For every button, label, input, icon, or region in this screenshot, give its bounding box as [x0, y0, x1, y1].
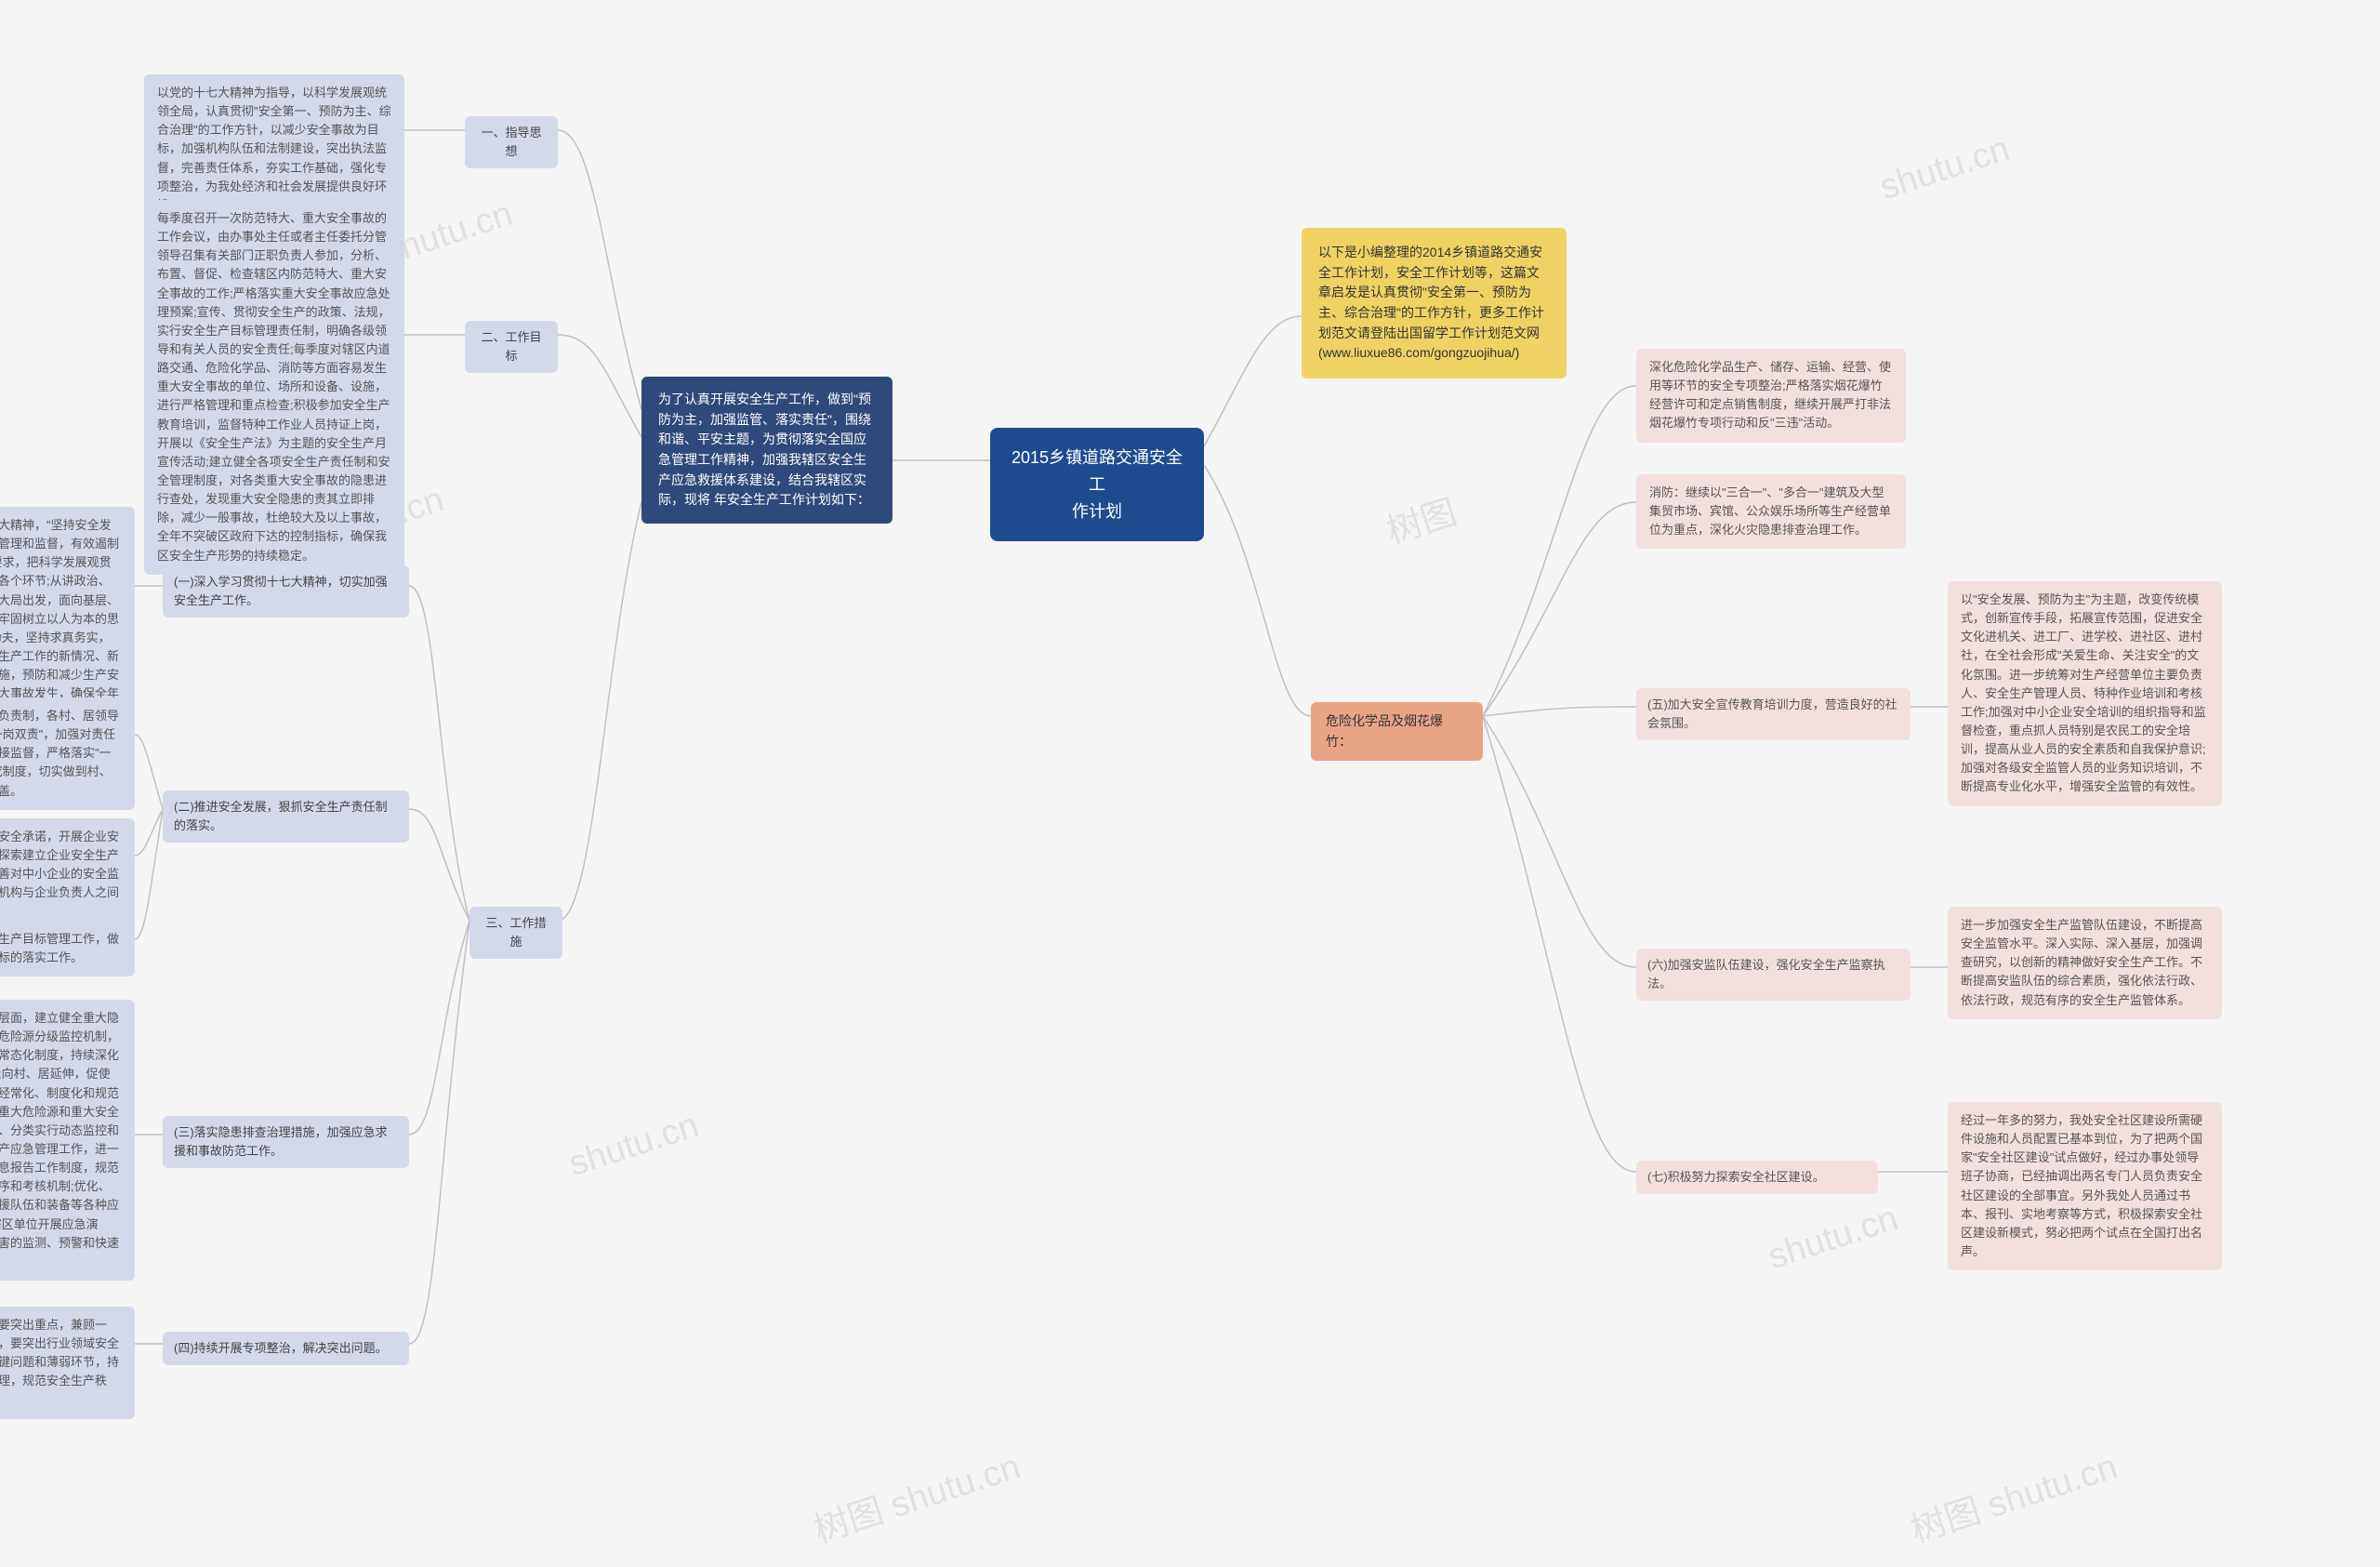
- right-r5-content: 以"安全发展、预防为主"为主题，改变传统模式，创新宣传手段，拓展宣传范围，促进安…: [1948, 581, 2222, 806]
- sub3-content: 从企业和政府两个层面，建立健全重大隐患分级管理和重大危险源分级监控机制，建立隐患…: [0, 1000, 135, 1281]
- watermark: 树图 shutu.cn: [806, 1438, 1025, 1552]
- sub2-c1: 一是深化完善片长负责制，各村、居领导干部要切实履行"一岗双责"，加强对责任人、责…: [0, 697, 135, 810]
- right-r2: 消防：继续以"三合一"、"多合一"建筑及大型集贸市场、宾馆、公众娱乐场所等生产经…: [1636, 474, 1906, 549]
- watermark: shutu.cn: [1875, 129, 2015, 208]
- right-r6-label[interactable]: (六)加强安监队伍建设，强化安全生产监察执法。: [1636, 949, 1911, 1001]
- sub2-label[interactable]: (二)推进安全发展，狠抓安全生产责任制的落实。: [163, 790, 409, 843]
- watermark: shutu.cn: [564, 1106, 704, 1185]
- sub4-label[interactable]: (四)持续开展专项整治，解决突出问题。: [163, 1332, 409, 1365]
- section-1-label[interactable]: 一、指导思想: [465, 116, 558, 168]
- watermark: 树图: [1379, 484, 1461, 554]
- sub2-c3: 三是认真抓好安全生产目标管理工作，做好安全生产控制指标的落实工作。: [0, 921, 135, 976]
- sub4-content: 安全生产专项整治要突出重点，兼顾一般。根据我处实际，要突出行业领域安全监管工作，…: [0, 1307, 135, 1419]
- right-r7-label[interactable]: (七)积极努力探索安全社区建设。: [1636, 1161, 1878, 1194]
- sub1-label[interactable]: (一)深入学习贯彻十七大精神，切实加强安全生产工作。: [163, 565, 409, 618]
- salmon-section[interactable]: 危险化学品及烟花爆竹：: [1311, 702, 1483, 761]
- right-r6-content: 进一步加强安全生产监管队伍建设，不断提高安全监管水平。深入实际、深入基层，加强调…: [1948, 907, 2222, 1019]
- watermark: shutu.cn: [1764, 1199, 1903, 1278]
- sub2-c2: 二是推广实行企业安全承诺，开展企业安全诚信评价试点，探索建立企业安全生产分类监管…: [0, 818, 135, 931]
- right-r7-content: 经过一年多的努力，我处安全社区建设所需硬件设施和人员配置已基本到位，为了把两个国…: [1948, 1102, 2222, 1270]
- section-2-content: 每季度召开一次防范特大、重大安全事故的工作会议，由办事处主任或者主任委托分管领导…: [144, 200, 404, 575]
- watermark: 树图 shutu.cn: [1903, 1438, 2122, 1552]
- section-2-label[interactable]: 二、工作目标: [465, 321, 558, 373]
- yellow-intro[interactable]: 以下是小编整理的2014乡镇道路交通安全工作计划，安全工作计划等，这篇文章启发是…: [1302, 228, 1567, 378]
- sub3-label[interactable]: (三)落实隐患排查治理措施，加强应急求援和事故防范工作。: [163, 1116, 409, 1168]
- section-3-label[interactable]: 三、工作措施: [469, 907, 562, 959]
- center-title[interactable]: 2015乡镇道路交通安全工作计划: [990, 428, 1204, 541]
- left-intro[interactable]: 为了认真开展安全生产工作，做到"预防为主，加强监管、落实责任"，围绕和谐、平安主…: [641, 377, 892, 524]
- right-r1: 深化危险化学品生产、储存、运输、经营、使用等环节的安全专项整治;严格落实烟花爆竹…: [1636, 349, 1906, 443]
- right-r5-label[interactable]: (五)加大安全宣传教育培训力度，营造良好的社会氛围。: [1636, 688, 1911, 740]
